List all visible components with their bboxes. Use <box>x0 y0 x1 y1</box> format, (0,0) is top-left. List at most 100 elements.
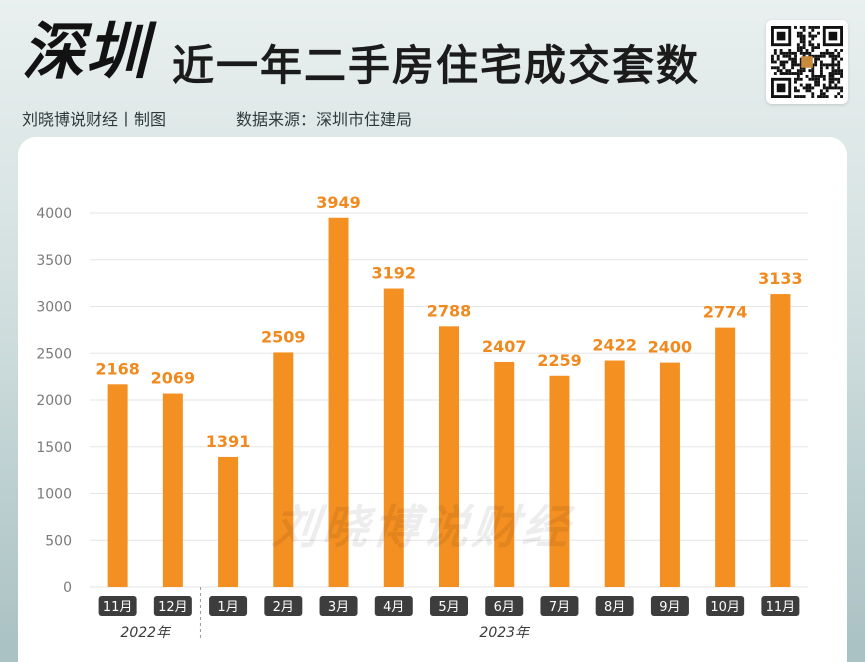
qr-module <box>817 26 820 29</box>
qr-module <box>811 43 815 47</box>
qr-module <box>825 49 829 52</box>
qr-module <box>840 49 843 52</box>
qr-module <box>799 57 803 61</box>
month-tag <box>595 596 634 616</box>
month-tag <box>650 596 689 616</box>
qr-module <box>785 72 789 75</box>
qr-module <box>819 92 823 96</box>
qr-module <box>785 51 789 55</box>
bar-chart: 0 500 1000 1500 2000 2500 3000 3500 4000 2168 11月 2… <box>36 193 808 641</box>
qr-module <box>834 69 838 73</box>
qr-module <box>840 57 843 61</box>
month-tag <box>761 596 800 616</box>
qr-module <box>773 51 777 55</box>
qr-module <box>834 72 838 75</box>
qr-module <box>811 26 815 29</box>
qr-module <box>794 60 797 64</box>
qr-module <box>817 43 820 47</box>
qr-module <box>834 86 838 90</box>
qr-module <box>799 60 803 64</box>
qr-module <box>828 74 832 78</box>
qr-module <box>825 66 829 70</box>
qr-module <box>796 89 800 93</box>
qr-module <box>788 51 792 55</box>
qr-module <box>828 86 832 90</box>
qr-module <box>796 95 800 98</box>
qr-module <box>796 46 800 50</box>
qr-module <box>828 72 832 75</box>
qr-module <box>817 74 820 78</box>
qr-module <box>819 63 823 67</box>
data-label: 3949 <box>316 193 361 212</box>
qr-module <box>773 72 777 75</box>
qr-module <box>840 95 843 98</box>
qr-module <box>802 34 806 38</box>
qr-module <box>794 80 797 84</box>
qr-module <box>814 83 818 87</box>
qr-module <box>825 95 829 98</box>
qr-module <box>814 26 818 29</box>
qr-module <box>796 72 800 75</box>
qr-module <box>814 54 818 58</box>
qr-module <box>811 49 815 52</box>
qr-module <box>837 69 841 73</box>
qr-module <box>819 74 823 78</box>
qr-module <box>799 34 803 38</box>
qr-module <box>802 69 806 73</box>
qr-module <box>799 66 803 70</box>
qr-module <box>794 63 797 67</box>
qr-module <box>822 86 826 90</box>
qr-module <box>814 46 818 50</box>
qr-module <box>834 83 838 87</box>
qr-module <box>796 74 800 78</box>
qr-module <box>808 43 812 47</box>
qr-module <box>794 54 797 58</box>
y-tick-label: 1500 <box>36 440 72 456</box>
qr-module <box>808 86 812 90</box>
qr-module <box>773 66 777 70</box>
qr-module <box>831 74 835 78</box>
bar <box>549 375 570 587</box>
qr-module <box>788 72 792 75</box>
qr-module <box>819 69 823 73</box>
qr-module <box>799 40 803 44</box>
qr-module <box>802 86 806 90</box>
qr-module <box>817 83 820 87</box>
qr-module <box>811 54 815 58</box>
x-tick-label: 6月 <box>494 600 515 615</box>
month-tag <box>98 596 137 616</box>
qr-module <box>819 72 823 75</box>
qr-module <box>811 92 815 96</box>
x-tick-label: 11月 <box>103 600 133 615</box>
data-label: 1391 <box>206 432 251 451</box>
qr-module <box>831 54 835 58</box>
qr-module <box>811 72 815 75</box>
qr-module <box>814 57 818 61</box>
qr-module <box>802 46 806 50</box>
qr-module <box>837 54 841 58</box>
month-tag <box>264 596 303 616</box>
data-label: 3192 <box>372 264 417 283</box>
qr-code-icon[interactable] <box>766 20 848 104</box>
qr-module <box>771 57 774 61</box>
bar <box>218 456 239 587</box>
qr-module <box>831 80 835 84</box>
qr-module <box>825 51 829 55</box>
qr-module <box>817 57 820 61</box>
qr-module <box>822 95 826 98</box>
data-label: 3133 <box>758 269 803 288</box>
qr-module <box>814 74 818 78</box>
qr-module <box>825 63 829 67</box>
qr-module <box>776 69 780 73</box>
x-tick-label: 10月 <box>710 600 740 615</box>
qr-module <box>802 43 806 47</box>
y-tick-label: 0 <box>63 580 72 596</box>
qr-module <box>811 95 815 98</box>
x-tick-label: 12月 <box>158 600 188 615</box>
qr-module <box>814 80 818 84</box>
x-tick-label: 8月 <box>604 600 625 615</box>
qr-module <box>831 77 835 81</box>
qr-module <box>791 60 795 64</box>
qr-module <box>819 66 823 70</box>
chart-card: 0 500 1000 1500 2000 2500 3000 3500 4000 2168 11月 2… <box>18 137 847 662</box>
